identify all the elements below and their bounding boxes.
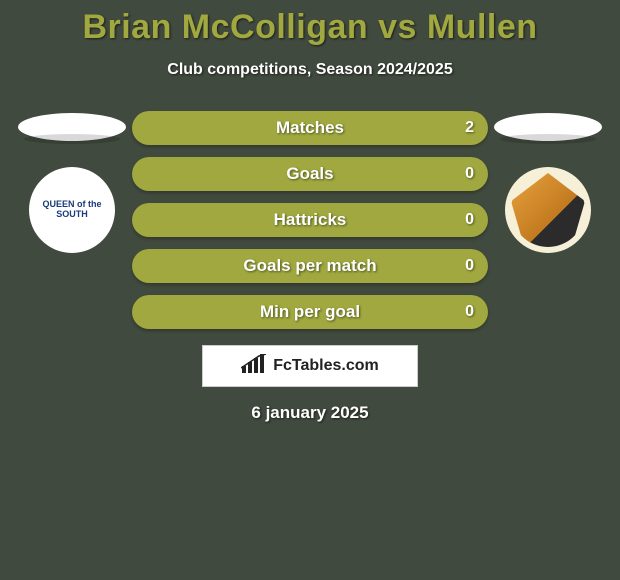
stat-right-value: 0 (465, 165, 474, 183)
stat-label: Matches (276, 118, 344, 138)
subtitle: Club competitions, Season 2024/2025 (167, 61, 452, 79)
page-title: Brian McColligan vs Mullen (82, 8, 537, 47)
right-column (488, 111, 608, 253)
stat-label: Goals per match (243, 256, 376, 276)
stat-row-min-per-goal: Min per goal 0 (132, 295, 488, 329)
brand-label: FcTables.com (273, 357, 379, 375)
team-badge-left-label: QUEEN of the SOUTH (35, 200, 109, 220)
date-label: 6 january 2025 (251, 403, 368, 423)
stat-label: Min per goal (260, 302, 360, 322)
stat-right-value: 0 (465, 211, 474, 229)
stat-row-goals-per-match: Goals per match 0 (132, 249, 488, 283)
comparison-card: Brian McColligan vs Mullen Club competit… (0, 0, 620, 423)
stat-right-value: 2 (465, 119, 474, 137)
main-row: QUEEN of the SOUTH Matches 2 Goals 0 Hat… (0, 111, 620, 329)
brand-box[interactable]: FcTables.com (202, 345, 418, 387)
stat-right-value: 0 (465, 303, 474, 321)
stat-right-value: 0 (465, 257, 474, 275)
stat-row-matches: Matches 2 (132, 111, 488, 145)
stat-row-goals: Goals 0 (132, 157, 488, 191)
stat-row-hattricks: Hattricks 0 (132, 203, 488, 237)
stat-label: Goals (286, 164, 333, 184)
player-marker-right (494, 113, 602, 141)
team-badge-right (505, 167, 591, 253)
left-column: QUEEN of the SOUTH (12, 111, 132, 253)
bar-chart-icon (241, 354, 267, 379)
team-badge-left: QUEEN of the SOUTH (29, 167, 115, 253)
stat-label: Hattricks (274, 210, 347, 230)
stats-column: Matches 2 Goals 0 Hattricks 0 Goals per … (132, 111, 488, 329)
player-marker-left (18, 113, 126, 141)
